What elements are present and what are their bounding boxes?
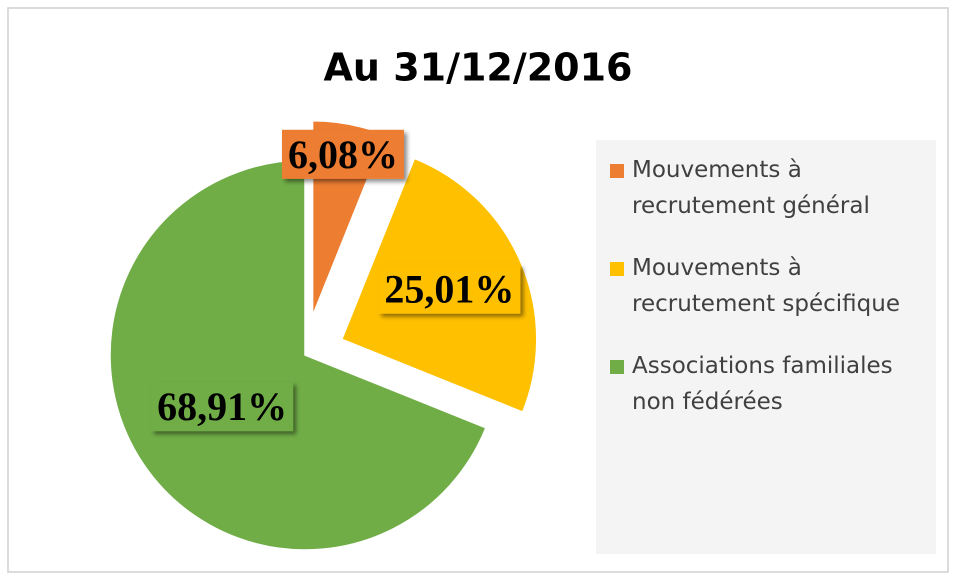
legend-item: Mouvements à recrutement général	[610, 152, 922, 224]
legend-swatch	[610, 262, 624, 276]
legend-label: Mouvements à recrutement spécifique	[632, 255, 900, 317]
value-label-box	[151, 382, 294, 432]
legend-swatch	[610, 360, 624, 374]
value-label-box	[281, 129, 404, 179]
legend: Mouvements à recrutement général Mouvemen…	[596, 140, 936, 554]
legend-item: Associations familiales non fédérées	[610, 348, 922, 420]
pie-slice	[109, 159, 487, 551]
value-label-box	[378, 264, 521, 314]
legend-label: Mouvements à recrutement général	[632, 157, 870, 219]
value-label: 68,91%	[157, 384, 287, 429]
legend-swatch	[610, 164, 624, 178]
chart-title: Au 31/12/2016	[324, 46, 633, 90]
legend-item: Mouvements à recrutement spécifique	[610, 250, 922, 322]
legend-label: Associations familiales non fédérées	[632, 353, 893, 415]
value-label: 6,08%	[288, 132, 398, 177]
value-label: 25,01%	[384, 267, 514, 312]
